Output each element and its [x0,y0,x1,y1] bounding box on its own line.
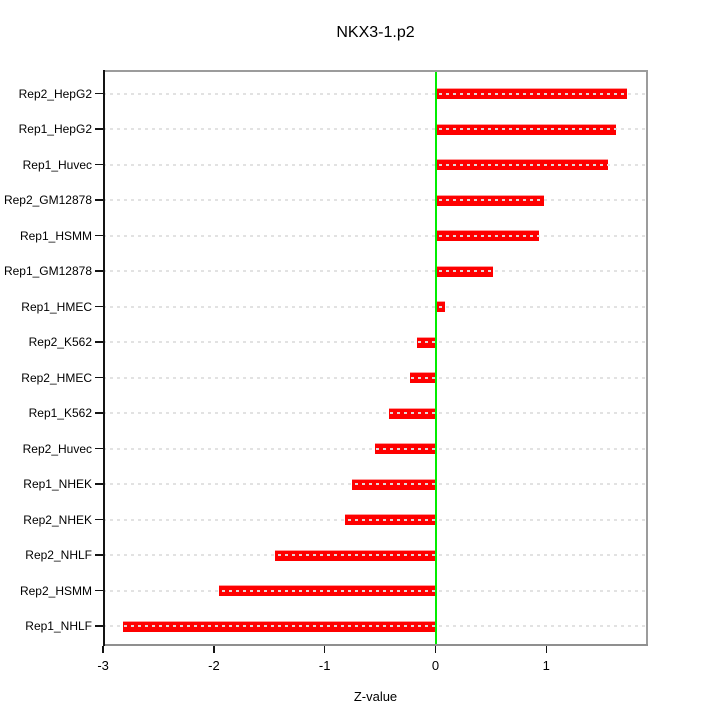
y-axis-line [103,70,105,646]
x-tick [545,646,548,653]
y-axis-label: Rep2_HepG2 [18,86,92,101]
y-tick [95,483,103,485]
grid-line [103,163,648,166]
y-axis-label: Rep1_HepG2 [18,122,92,137]
x-tick [213,646,215,653]
y-axis-label: Rep1_K562 [28,406,92,421]
y-tick [95,554,103,556]
chart-title: NKX3-1.p2 [336,24,415,41]
y-axis-label: Rep2_NHEK [23,512,92,527]
grid-line [103,234,648,237]
y-tick [95,376,103,379]
grid-line [103,412,648,415]
x-axis-title: Z-value [353,689,398,704]
x-axis-tick-label: -3 [97,658,109,673]
y-tick [95,341,103,343]
grid-line [103,128,648,131]
grid-line [103,589,648,592]
y-axis-label: Rep1_NHEK [23,477,92,492]
grid-line [103,305,648,308]
x-axis-tick-label: 1 [542,658,550,673]
x-axis-tick-label: -2 [208,658,220,673]
y-tick [95,412,103,414]
grid-line [103,518,648,521]
y-axis-label: Rep1_Huvec [22,157,92,172]
y-axis-label: Rep2_NHLF [25,548,92,563]
y-tick [95,270,103,272]
grid-line [103,625,648,628]
y-axis-label: Rep1_NHLF [25,619,92,634]
grid-line [103,199,648,202]
grid-line [103,483,648,486]
y-axis-label: Rep2_Huvec [22,441,92,456]
y-tick [95,92,103,94]
y-tick [95,305,103,308]
panel-border-right [646,70,648,646]
y-axis-label: Rep1_HMEC [21,299,92,314]
y-tick [95,447,103,450]
y-axis-label: Rep2_GM12878 [3,193,92,208]
y-axis-label: Rep2_K562 [28,335,92,350]
x-axis-tick-label: -1 [318,658,331,673]
y-tick [95,199,103,201]
y-axis-label: Rep1_GM12878 [3,264,92,279]
y-tick [95,163,103,166]
y-axis-label: Rep2_HSMM [19,583,92,598]
y-tick [95,625,103,627]
y-tick [95,518,103,521]
y-tick [95,589,103,592]
x-tick [102,646,104,653]
grid-line [103,554,648,557]
x-axis-tick-label: 0 [431,658,440,673]
y-tick [95,128,103,130]
y-axis-label: Rep2_HMEC [21,370,92,385]
plot-panel [103,70,648,646]
x-tick [434,646,437,653]
grid-line [103,376,648,379]
zero-reference-line [434,70,437,646]
grid-line [103,92,648,95]
grid-line [103,447,648,450]
y-tick [95,234,103,237]
y-axis-label: Rep1_HSMM [19,228,92,243]
panel-border-bottom [103,644,648,646]
grid-line [103,270,648,273]
grid-line [103,341,648,344]
x-tick [323,646,326,653]
panel-border-top [103,70,648,72]
